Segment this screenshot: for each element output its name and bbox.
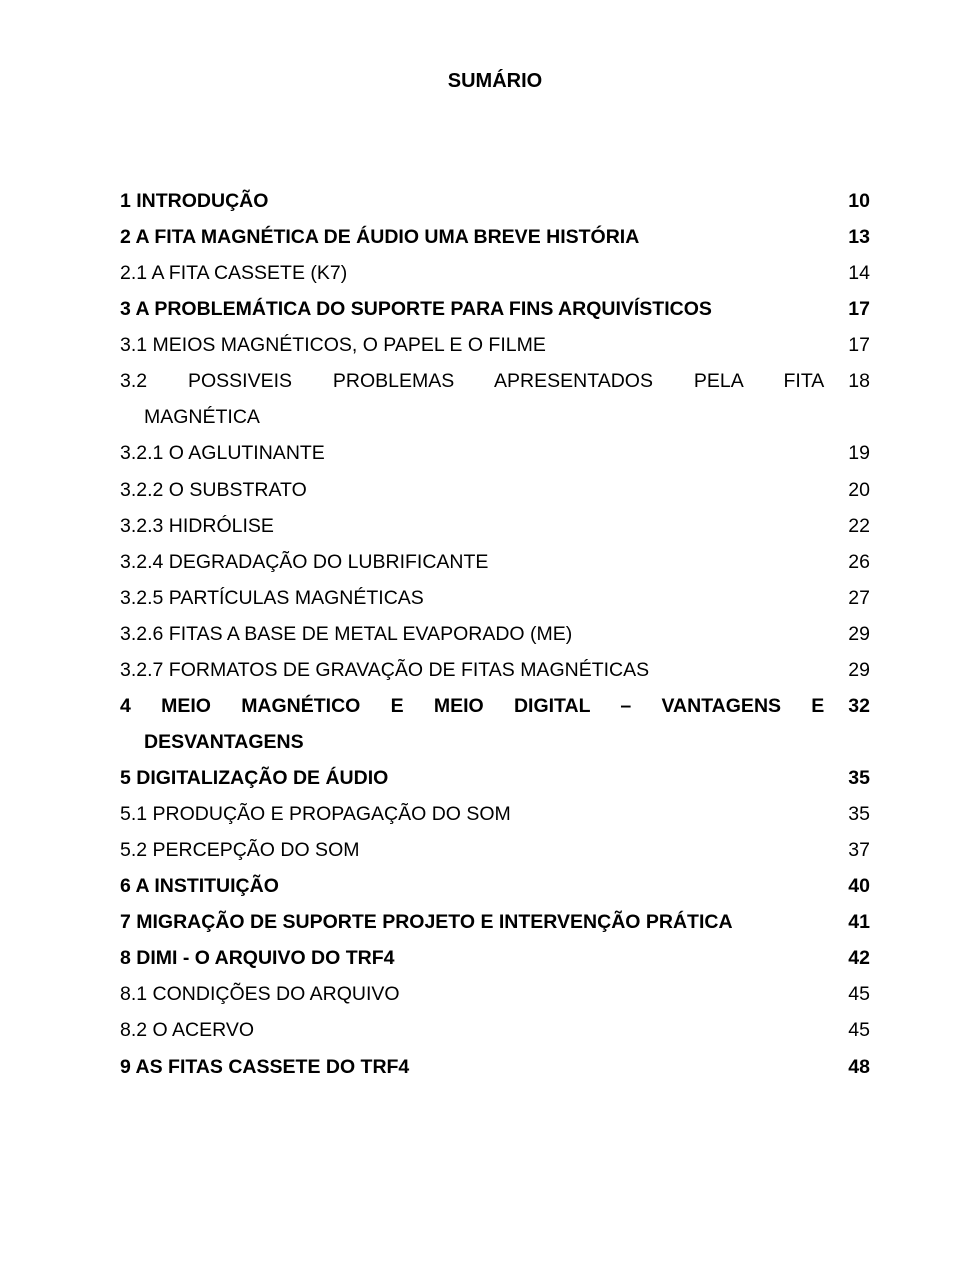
toc-entry: 3.2.3 HIDRÓLISE22 — [120, 508, 870, 544]
toc-entry: 8.1 CONDIÇÕES DO ARQUIVO45 — [120, 976, 870, 1012]
toc-label: 3.2.5 PARTÍCULAS MAGNÉTICAS — [120, 580, 848, 616]
toc-label: 5.2 PERCEPÇÃO DO SOM — [120, 832, 848, 868]
toc-page-number: 26 — [848, 544, 870, 580]
toc-entry: 3.2.7 FORMATOS DE GRAVAÇÃO DE FITAS MAGN… — [120, 652, 870, 688]
toc-entry: 3.1 MEIOS MAGNÉTICOS, O PAPEL E O FILME1… — [120, 327, 870, 363]
toc-label: 7 MIGRAÇÃO DE SUPORTE PROJETO E INTERVEN… — [120, 904, 848, 940]
toc-page-number: 41 — [848, 904, 870, 940]
toc-label-line: 4 MEIO MAGNÉTICO E MEIO DIGITAL – VANTAG… — [120, 688, 824, 724]
toc-entry: 3.2.6 FITAS A BASE DE METAL EVAPORADO (M… — [120, 616, 870, 652]
toc-page-number: 22 — [848, 508, 870, 544]
toc-page-number: 20 — [848, 472, 870, 508]
toc-page-number: 45 — [848, 1012, 870, 1048]
toc-page-number: 40 — [848, 868, 870, 904]
toc-label: 5 DIGITALIZAÇÃO DE ÁUDIO — [120, 760, 848, 796]
toc-entry: 5 DIGITALIZAÇÃO DE ÁUDIO35 — [120, 760, 870, 796]
toc-label: 4 MEIO MAGNÉTICO E MEIO DIGITAL – VANTAG… — [120, 688, 848, 760]
toc-label: 3.1 MEIOS MAGNÉTICOS, O PAPEL E O FILME — [120, 327, 848, 363]
toc-title: SUMÁRIO — [120, 70, 870, 93]
toc-label: 8.2 O ACERVO — [120, 1012, 848, 1048]
page-container: SUMÁRIO 1 INTRODUÇÃO102 A FITA MAGNÉTICA… — [0, 0, 960, 1281]
toc-label: 3.2.4 DEGRADAÇÃO DO LUBRIFICANTE — [120, 544, 848, 580]
toc-entry: 5.2 PERCEPÇÃO DO SOM37 — [120, 832, 870, 868]
toc-page-number: 13 — [848, 219, 870, 255]
toc-entry: 5.1 PRODUÇÃO E PROPAGAÇÃO DO SOM35 — [120, 796, 870, 832]
toc-entry: 9 AS FITAS CASSETE DO TRF448 — [120, 1049, 870, 1085]
toc-label-line: MAGNÉTICA — [120, 399, 824, 435]
toc-page-number: 48 — [848, 1049, 870, 1085]
toc-label: 3.2.3 HIDRÓLISE — [120, 508, 848, 544]
toc-page-number: 42 — [848, 940, 870, 976]
toc-entry: 3.2.4 DEGRADAÇÃO DO LUBRIFICANTE26 — [120, 544, 870, 580]
toc-entry: 2.1 A FITA CASSETE (K7)14 — [120, 255, 870, 291]
toc-page-number: 17 — [848, 291, 870, 327]
toc-label: 6 A INSTITUIÇÃO — [120, 868, 848, 904]
toc-label: 1 INTRODUÇÃO — [120, 183, 848, 219]
toc-entry: 3 A PROBLEMÁTICA DO SUPORTE PARA FINS AR… — [120, 291, 870, 327]
toc-entry: 3.2 POSSIVEIS PROBLEMAS APRESENTADOS PEL… — [120, 363, 870, 435]
toc-page-number: 17 — [848, 327, 870, 363]
toc-page-number: 10 — [848, 183, 870, 219]
toc-label: 3.2.7 FORMATOS DE GRAVAÇÃO DE FITAS MAGN… — [120, 652, 848, 688]
toc-entry: 7 MIGRAÇÃO DE SUPORTE PROJETO E INTERVEN… — [120, 904, 870, 940]
toc-label-line: 3.2 POSSIVEIS PROBLEMAS APRESENTADOS PEL… — [120, 363, 824, 399]
toc-label: 3.2.2 O SUBSTRATO — [120, 472, 848, 508]
toc-label: 3.2.1 O AGLUTINANTE — [120, 435, 848, 471]
toc-page-number: 35 — [848, 796, 870, 832]
toc-label: 3.2.6 FITAS A BASE DE METAL EVAPORADO (M… — [120, 616, 848, 652]
toc-page-number: 29 — [848, 616, 870, 652]
toc-page-number: 18 — [848, 363, 870, 399]
toc-page-number: 19 — [848, 435, 870, 471]
toc-label: 8.1 CONDIÇÕES DO ARQUIVO — [120, 976, 848, 1012]
toc-entry: 3.2.5 PARTÍCULAS MAGNÉTICAS27 — [120, 580, 870, 616]
toc-entry: 3.2.1 O AGLUTINANTE19 — [120, 435, 870, 471]
toc-page-number: 45 — [848, 976, 870, 1012]
toc-label-line: DESVANTAGENS — [120, 724, 824, 760]
toc-page-number: 35 — [848, 760, 870, 796]
toc-page-number: 32 — [848, 688, 870, 724]
toc-entry: 8 DIMI - O ARQUIVO DO TRF442 — [120, 940, 870, 976]
toc-label: 8 DIMI - O ARQUIVO DO TRF4 — [120, 940, 848, 976]
toc-entry: 4 MEIO MAGNÉTICO E MEIO DIGITAL – VANTAG… — [120, 688, 870, 760]
toc-label: 2.1 A FITA CASSETE (K7) — [120, 255, 848, 291]
toc-page-number: 37 — [848, 832, 870, 868]
toc-entry: 1 INTRODUÇÃO10 — [120, 183, 870, 219]
toc-page-number: 27 — [848, 580, 870, 616]
toc-entry: 2 A FITA MAGNÉTICA DE ÁUDIO UMA BREVE HI… — [120, 219, 870, 255]
toc-entry: 6 A INSTITUIÇÃO40 — [120, 868, 870, 904]
toc-body: 1 INTRODUÇÃO102 A FITA MAGNÉTICA DE ÁUDI… — [120, 183, 870, 1085]
toc-label: 5.1 PRODUÇÃO E PROPAGAÇÃO DO SOM — [120, 796, 848, 832]
toc-entry: 3.2.2 O SUBSTRATO20 — [120, 472, 870, 508]
toc-entry: 8.2 O ACERVO45 — [120, 1012, 870, 1048]
toc-page-number: 29 — [848, 652, 870, 688]
toc-label: 3.2 POSSIVEIS PROBLEMAS APRESENTADOS PEL… — [120, 363, 848, 435]
toc-label: 9 AS FITAS CASSETE DO TRF4 — [120, 1049, 848, 1085]
toc-label: 2 A FITA MAGNÉTICA DE ÁUDIO UMA BREVE HI… — [120, 219, 848, 255]
toc-page-number: 14 — [848, 255, 870, 291]
toc-label: 3 A PROBLEMÁTICA DO SUPORTE PARA FINS AR… — [120, 291, 848, 327]
